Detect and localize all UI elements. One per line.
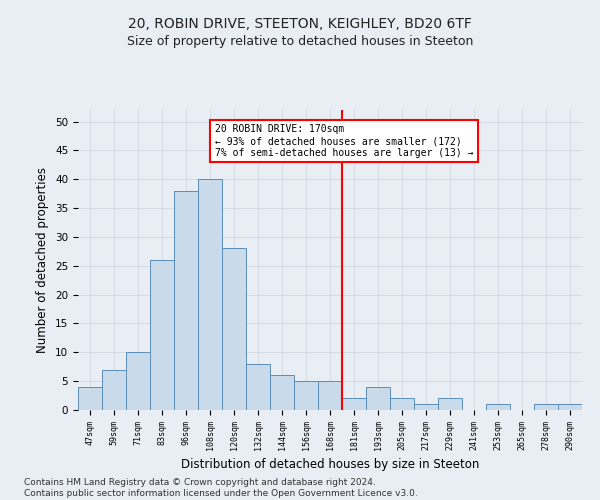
Text: Size of property relative to detached houses in Steeton: Size of property relative to detached ho…: [127, 35, 473, 48]
Bar: [294, 381, 318, 410]
Bar: [126, 352, 150, 410]
Bar: [438, 398, 462, 410]
Bar: [486, 404, 510, 410]
Bar: [342, 398, 366, 410]
Bar: [558, 404, 582, 410]
Text: 20, ROBIN DRIVE, STEETON, KEIGHLEY, BD20 6TF: 20, ROBIN DRIVE, STEETON, KEIGHLEY, BD20…: [128, 18, 472, 32]
Bar: [270, 376, 294, 410]
X-axis label: Distribution of detached houses by size in Steeton: Distribution of detached houses by size …: [181, 458, 479, 471]
Bar: [150, 260, 174, 410]
Bar: [390, 398, 414, 410]
Bar: [534, 404, 558, 410]
Bar: [78, 387, 102, 410]
Y-axis label: Number of detached properties: Number of detached properties: [37, 167, 49, 353]
Text: 20 ROBIN DRIVE: 170sqm
← 93% of detached houses are smaller (172)
7% of semi-det: 20 ROBIN DRIVE: 170sqm ← 93% of detached…: [215, 124, 473, 158]
Bar: [414, 404, 438, 410]
Bar: [174, 191, 198, 410]
Bar: [222, 248, 246, 410]
Bar: [246, 364, 270, 410]
Text: Contains HM Land Registry data © Crown copyright and database right 2024.
Contai: Contains HM Land Registry data © Crown c…: [24, 478, 418, 498]
Bar: [102, 370, 126, 410]
Bar: [366, 387, 390, 410]
Bar: [198, 179, 222, 410]
Bar: [318, 381, 342, 410]
